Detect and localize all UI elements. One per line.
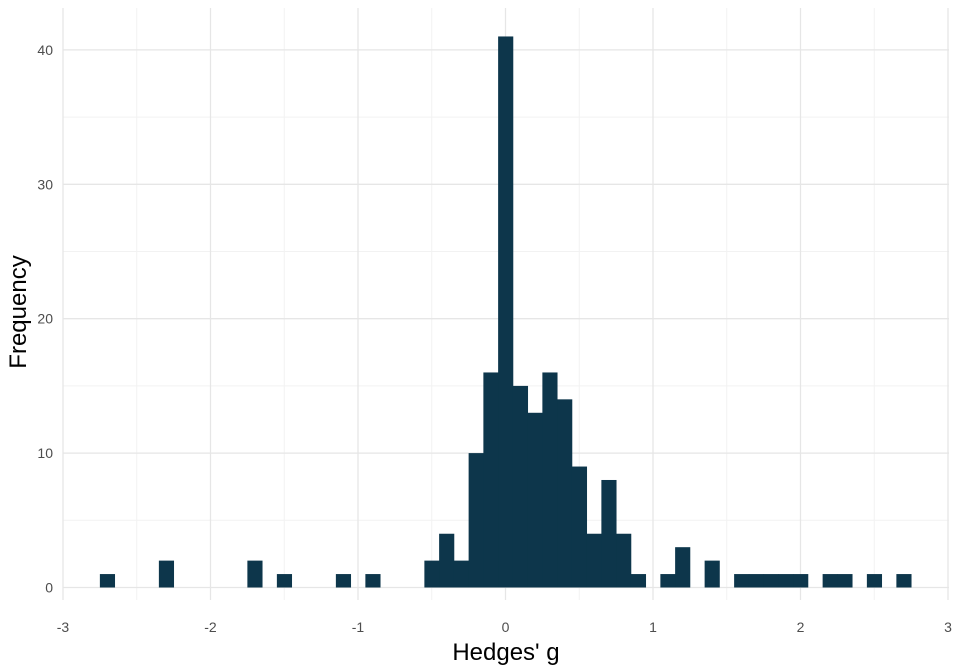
histogram-bar [866, 574, 883, 588]
histogram-bar [527, 412, 543, 588]
histogram-bar [704, 560, 720, 588]
y-axis-tick-labels: 0 10 20 30 40 [37, 42, 53, 596]
histogram-bar [748, 574, 765, 588]
histogram-bar [158, 560, 175, 588]
histogram-bar [763, 574, 779, 588]
histogram-bar [468, 453, 484, 588]
histogram-bar [335, 574, 352, 588]
histogram-bar [630, 574, 647, 588]
x-tick-label: -2 [204, 619, 217, 635]
x-tick-label: -3 [57, 619, 70, 635]
histogram-bar [616, 533, 632, 588]
histogram-bar [660, 574, 676, 588]
x-tick-label: 1 [649, 619, 657, 635]
histogram-bar [247, 560, 263, 588]
histogram-bar [675, 547, 691, 588]
histogram-bar [498, 36, 514, 588]
x-tick-label: 0 [502, 619, 510, 635]
histogram-bar [542, 372, 558, 588]
histogram-bar [586, 533, 602, 588]
x-tick-label: 3 [944, 619, 952, 635]
y-tick-label: 0 [45, 580, 53, 596]
x-tick-label: -1 [352, 619, 365, 635]
y-tick-label: 20 [37, 311, 53, 327]
y-tick-label: 30 [37, 176, 53, 192]
x-tick-label: 2 [797, 619, 805, 635]
x-axis-tick-labels: -3 -2 -1 0 1 2 3 [57, 619, 952, 635]
histogram-bar [512, 385, 529, 588]
x-axis-title: Hedges' g [452, 639, 559, 666]
histogram-bar [99, 574, 116, 588]
histogram-bars [99, 36, 912, 588]
histogram-bar [424, 560, 440, 588]
histogram-bar [778, 574, 794, 588]
histogram-bar [571, 466, 588, 588]
histogram-bar [453, 560, 470, 588]
histogram-bar [734, 574, 750, 588]
histogram-bar [896, 574, 912, 588]
histogram-bar [557, 399, 573, 588]
histogram-bar [601, 479, 617, 588]
histogram-bar [276, 574, 293, 588]
y-tick-label: 40 [37, 42, 53, 58]
histogram-bar [837, 574, 853, 588]
histogram-bar [793, 574, 809, 588]
histogram-bar [483, 372, 499, 588]
histogram-bar [365, 574, 381, 588]
histogram-bar [822, 574, 838, 588]
histogram-bar [439, 533, 455, 588]
y-tick-label: 10 [37, 445, 53, 461]
y-axis-title: Frequency [5, 255, 32, 368]
